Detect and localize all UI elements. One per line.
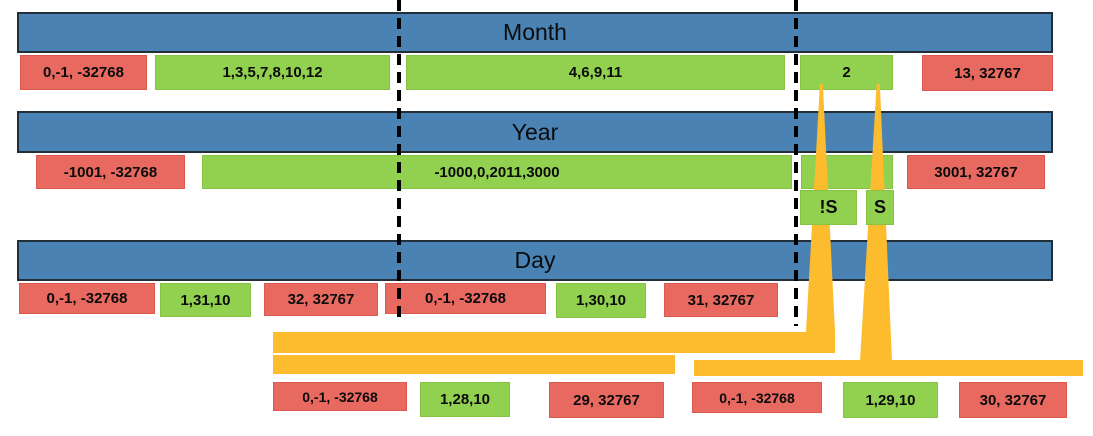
day30-valid-box: 1,30,10: [556, 283, 646, 318]
day-range-bar: Day: [17, 240, 1053, 281]
year-valid-box: -1000,0,2011,3000: [202, 155, 792, 189]
feb29-invalid-low-box: 0,-1, -32768: [692, 382, 822, 413]
year-title: Year: [511, 118, 559, 145]
month-range-bar: Month: [17, 12, 1053, 53]
leap-february-day-bar: [694, 360, 1083, 376]
day31-valid-box: 1,31,10: [160, 283, 251, 317]
non-leap-february-connector-bar: [273, 332, 835, 353]
month-31day-box: 1,3,5,7,8,10,12: [155, 55, 390, 90]
day-title: Day: [514, 247, 556, 273]
year-range-bar: Year: [17, 111, 1053, 153]
partition-divider-line-right: [794, 0, 798, 326]
feb28-invalid-high-box: 29, 32767: [549, 382, 664, 418]
feb29-invalid-high-box: 30, 32767: [959, 382, 1067, 418]
month-invalid-low-box: 0,-1, -32768: [20, 55, 147, 90]
not-leap-year-flag-box: !S: [800, 190, 857, 225]
month-title: Month: [503, 19, 567, 45]
day30-invalid-low-box: 0,-1, -32768: [385, 283, 546, 314]
day30-invalid-high-box: 31, 32767: [664, 283, 778, 317]
feb28-invalid-low-box: 0,-1, -32768: [273, 382, 407, 411]
feb29-valid-box: 1,29,10: [843, 382, 938, 418]
year-invalid-low-box: -1001, -32768: [36, 155, 185, 189]
non-leap-february-day-bar: [273, 355, 675, 374]
month-30day-box: 4,6,9,11: [406, 55, 785, 90]
leap-year-flag-box: S: [866, 190, 894, 225]
year-invalid-high-box: 3001, 32767: [907, 155, 1045, 189]
month-february-box: 2: [800, 55, 893, 90]
feb28-valid-box: 1,28,10: [420, 382, 510, 417]
partition-divider-line-left: [397, 0, 401, 318]
day31-invalid-high-box: 32, 32767: [264, 283, 378, 316]
day31-invalid-low-box: 0,-1, -32768: [19, 283, 155, 314]
month-invalid-high-box: 13, 32767: [922, 55, 1053, 91]
